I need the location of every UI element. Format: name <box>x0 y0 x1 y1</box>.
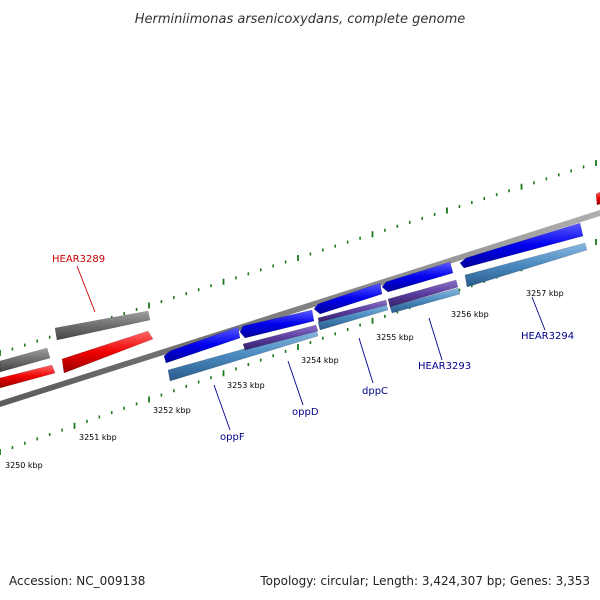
genome-backbone <box>0 210 600 407</box>
genome-summary-text: Topology: circular; Length: 3,424,307 bp… <box>260 574 590 588</box>
gene-label-hear3293[interactable]: HEAR3293 <box>418 361 471 372</box>
leader-hear3289 <box>76 265 96 313</box>
tick-label-3254: 3254 kbp <box>301 356 339 365</box>
leader-dppc <box>358 337 374 384</box>
leader-oppf <box>213 384 231 431</box>
gene-label-oppd[interactable]: oppD <box>292 407 319 418</box>
reverse-cds <box>0 364 56 389</box>
gene-label-oppf[interactable]: oppF <box>220 432 245 443</box>
forward-cds-hear3293 <box>381 261 454 293</box>
reverse-cds <box>61 330 154 374</box>
gene-label-hear3294[interactable]: HEAR3294 <box>521 331 574 342</box>
forward-cds-oppf <box>163 326 241 364</box>
accession-text: Accession: NC_009138 <box>9 574 146 588</box>
tick-labels: 3250 kbp 3251 kbp 3252 kbp 3253 kbp 3254… <box>5 289 564 470</box>
forward-cds-hear3294 <box>459 222 584 269</box>
gene-labels: HEAR3289 oppF oppD dppC HEAR3293 HEAR329… <box>52 254 574 443</box>
forward-cds-dppc <box>313 282 383 315</box>
reverse-cds <box>595 191 600 206</box>
highlight-track-oppd <box>242 324 319 351</box>
tick-label-3253: 3253 kbp <box>227 381 265 390</box>
tick-label-3256: 3256 kbp <box>451 310 489 319</box>
gray-feature <box>54 310 151 341</box>
map-title: Herminiimonas arsenicoxydans, complete g… <box>135 12 465 27</box>
leader-hear3294 <box>531 296 546 331</box>
tick-label-3251: 3251 kbp <box>79 433 117 442</box>
tick-label-3257: 3257 kbp <box>526 289 564 298</box>
gray-feature <box>0 347 51 373</box>
highlight-track-hear3293 <box>389 287 461 314</box>
label-leader-lines <box>76 265 546 431</box>
forward-cds-oppd <box>239 309 315 339</box>
highlight-track-dppc <box>317 299 388 323</box>
tick-label-3252: 3252 kbp <box>153 406 191 415</box>
leader-oppd <box>287 360 304 406</box>
tick-label-3250: 3250 kbp <box>5 461 43 470</box>
highlight-track-hear3293 <box>387 279 459 308</box>
leader-hear3293 <box>428 317 443 361</box>
gene-label-dppc[interactable]: dppC <box>362 386 388 397</box>
tick-label-3255: 3255 kbp <box>376 333 414 342</box>
gene-label-hear3289[interactable]: HEAR3289 <box>52 254 105 265</box>
feature-track <box>0 191 600 407</box>
highlight-track-hear3294 <box>464 242 588 288</box>
